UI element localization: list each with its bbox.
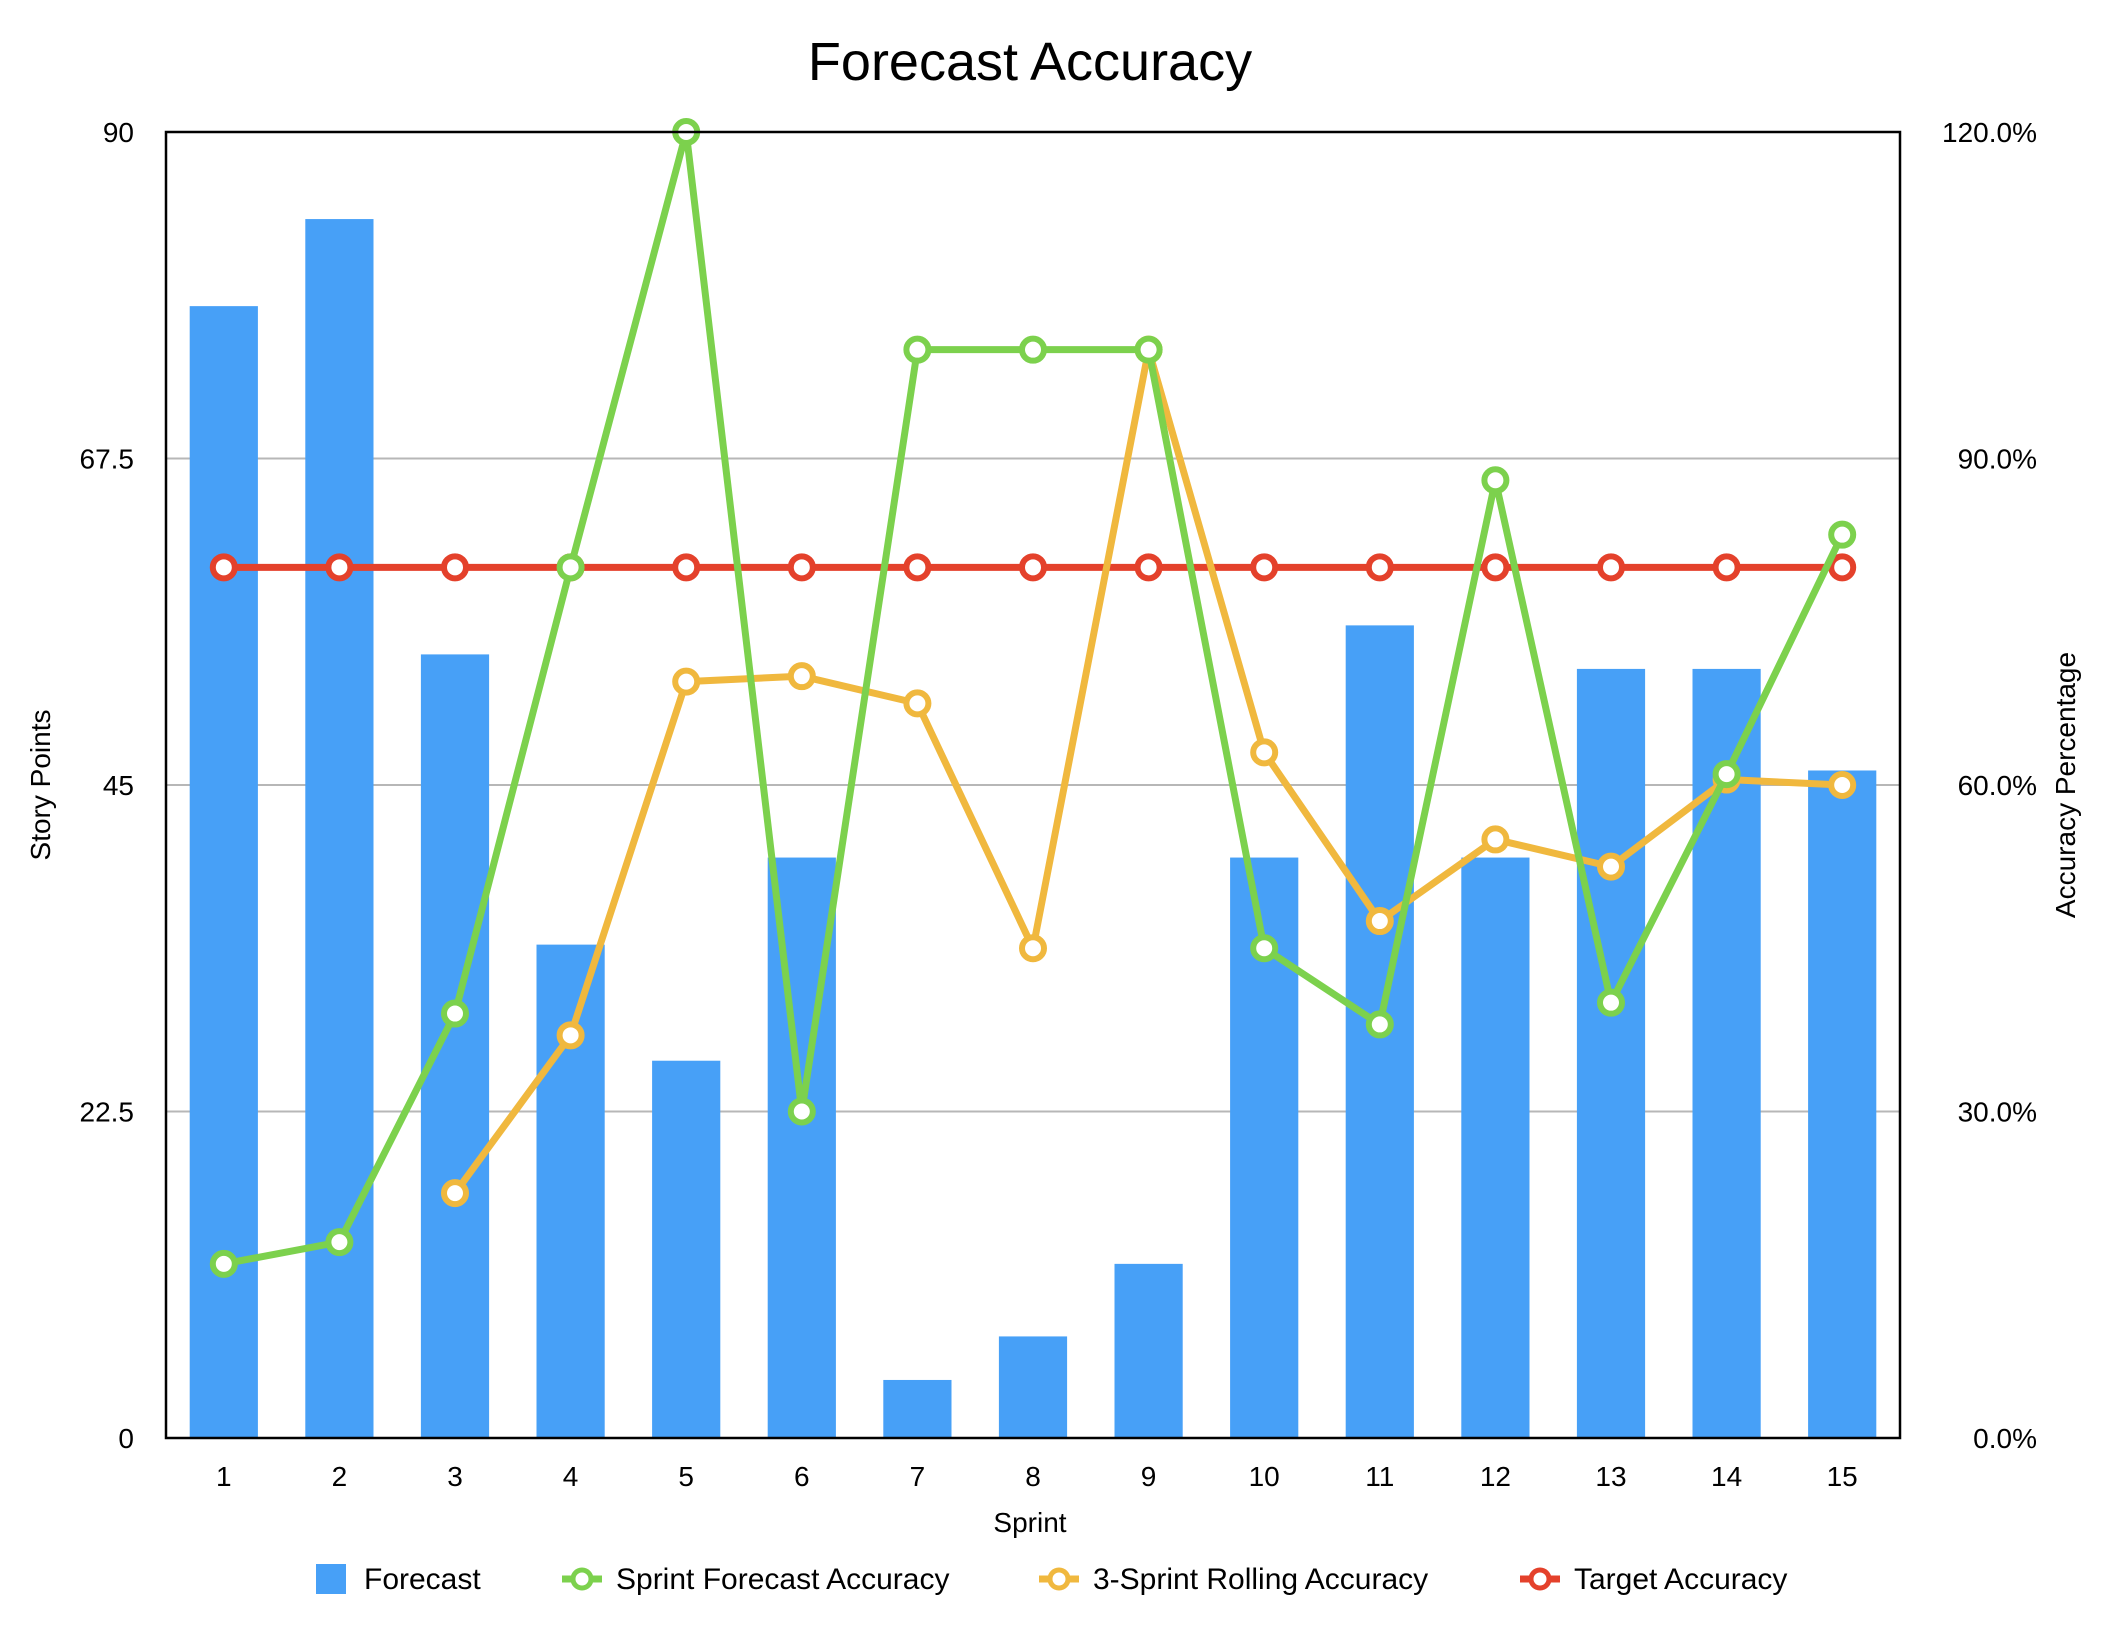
target-accuracy-point	[672, 553, 701, 582]
sprint-forecast-accuracy-point	[1597, 988, 1625, 1017]
forecast-bar	[536, 944, 605, 1438]
legend-marker	[570, 1567, 594, 1591]
3-sprint-rolling-accuracy-point	[672, 667, 701, 696]
3-sprint-rolling-accuracy-point	[1828, 771, 1857, 799]
y2-tick-label: 120.0%	[1942, 117, 2037, 148]
legend-item-forecast: Forecast	[316, 1563, 481, 1596]
forecast-bar	[1808, 770, 1877, 1438]
sprint-forecast-accuracy-point	[1134, 335, 1163, 364]
plot-frame	[164, 130, 1902, 1440]
3-sprint-rolling-accuracy-point	[1019, 934, 1047, 963]
target-accuracy-point	[1597, 553, 1625, 582]
y2-tick-label: 30.0%	[1958, 1097, 2037, 1128]
y-tick-label: 90	[103, 117, 134, 148]
x-tick-label: 6	[794, 1461, 810, 1492]
x-tick-label: 1	[216, 1461, 232, 1492]
sprint-forecast-accuracy-point	[1828, 520, 1857, 549]
legend-marker	[1528, 1567, 1552, 1591]
y-tick-label: 67.5	[80, 444, 135, 475]
x-axis-title: Sprint	[993, 1507, 1066, 1538]
sprint-forecast-accuracy-point	[1712, 760, 1741, 789]
x-tick-label: 12	[1480, 1461, 1511, 1492]
y2-tick-label: 0.0%	[1973, 1423, 2037, 1454]
forecast-bar	[998, 1336, 1068, 1438]
x-tick-label: 2	[332, 1461, 348, 1492]
sprint-forecast-accuracy-point	[1019, 335, 1047, 364]
forecast-bar	[1461, 857, 1530, 1438]
sprint-forecast-accuracy-point	[787, 1097, 816, 1126]
forecast-bar	[189, 306, 258, 1439]
target-accuracy-point	[1134, 553, 1163, 582]
3-sprint-rolling-accuracy-point	[1250, 738, 1279, 767]
line-layer	[209, 118, 1857, 1278]
x-tick-label: 8	[1025, 1461, 1041, 1492]
y2-tick-label: 90.0%	[1958, 444, 2037, 475]
x-tick-label: 11	[1365, 1461, 1394, 1492]
3-sprint-rolling-accuracy-point	[556, 1021, 585, 1050]
x-tick-label: 5	[678, 1461, 694, 1492]
x-tick-label: 9	[1141, 1461, 1157, 1492]
y-tick-label: 22.5	[80, 1097, 135, 1128]
target-accuracy-point	[1828, 553, 1857, 582]
target-accuracy-point	[1365, 553, 1394, 582]
legend-label: Forecast	[364, 1563, 481, 1596]
3-sprint-rolling-accuracy-point	[903, 689, 932, 718]
forecast-bar	[420, 654, 490, 1438]
x-tick-label: 13	[1595, 1461, 1626, 1492]
target-accuracy-point	[787, 553, 816, 582]
x-tick-label: 14	[1711, 1461, 1742, 1492]
legend-item-target-accuracy: Target Accuracy	[1520, 1563, 1787, 1596]
legend-label: Sprint Forecast Accuracy	[616, 1563, 949, 1596]
x-tick-label: 10	[1249, 1461, 1280, 1492]
forecast-bar	[652, 1060, 721, 1438]
legend-item-sprint-forecast-accuracy: Sprint Forecast Accuracy	[562, 1563, 949, 1596]
legend-label: Target Accuracy	[1574, 1563, 1787, 1596]
legend-label: 3-Sprint Rolling Accuracy	[1093, 1563, 1428, 1596]
y-tick-label: 45	[103, 770, 134, 801]
bar-layer	[189, 219, 1877, 1439]
forecast-bar	[1114, 1263, 1183, 1438]
target-accuracy-point	[1712, 553, 1741, 582]
x-tick-label: 4	[563, 1461, 579, 1492]
target-accuracy-point	[1481, 553, 1510, 582]
target-accuracy-point	[1250, 553, 1279, 582]
x-tick-label: 7	[910, 1461, 926, 1492]
target-accuracy-point	[209, 553, 238, 582]
y-axis-title: Story Points	[25, 710, 56, 861]
legend-marker	[1047, 1567, 1071, 1591]
sprint-forecast-accuracy-point	[325, 1228, 354, 1257]
target-accuracy-point	[441, 553, 469, 582]
sprint-forecast-accuracy-point	[1365, 1010, 1394, 1039]
target-accuracy-point	[1019, 553, 1047, 582]
forecast-bar	[883, 1379, 952, 1438]
x-tick-label: 15	[1827, 1461, 1858, 1492]
x-tick-label: 3	[447, 1461, 463, 1492]
3-sprint-rolling-accuracy-point	[1597, 852, 1625, 881]
sprint-forecast-accuracy-point	[903, 335, 932, 364]
legend: Forecast Sprint Forecast Accuracy 3-Sprint…	[316, 1563, 1787, 1596]
3-sprint-rolling-accuracy-point	[441, 1179, 469, 1208]
legend-item-3-sprint-rolling-accuracy: 3-Sprint Rolling Accuracy	[1039, 1563, 1428, 1596]
3-sprint-rolling-accuracy-point	[787, 662, 816, 691]
y2-tick-label: 60.0%	[1958, 770, 2037, 801]
3-sprint-rolling-accuracy-point	[1365, 907, 1394, 936]
forecast-bar	[1576, 668, 1646, 1438]
chart-title: Forecast Accuracy	[808, 32, 1252, 92]
3-sprint-rolling-accuracy-point	[1481, 825, 1510, 854]
sprint-forecast-accuracy-point	[209, 1249, 238, 1278]
sprint-forecast-accuracy-point	[556, 553, 585, 582]
y-tick-label: 0	[118, 1423, 134, 1454]
y2-axis-title: Accuracy Percentage	[2050, 652, 2081, 918]
target-accuracy-point	[325, 553, 354, 582]
target-accuracy-point	[903, 553, 932, 582]
legend-swatch	[316, 1564, 346, 1594]
sprint-forecast-accuracy-point	[1481, 466, 1510, 495]
sprint-forecast-accuracy-point	[441, 999, 469, 1028]
sprint-forecast-accuracy-point	[1250, 934, 1279, 963]
